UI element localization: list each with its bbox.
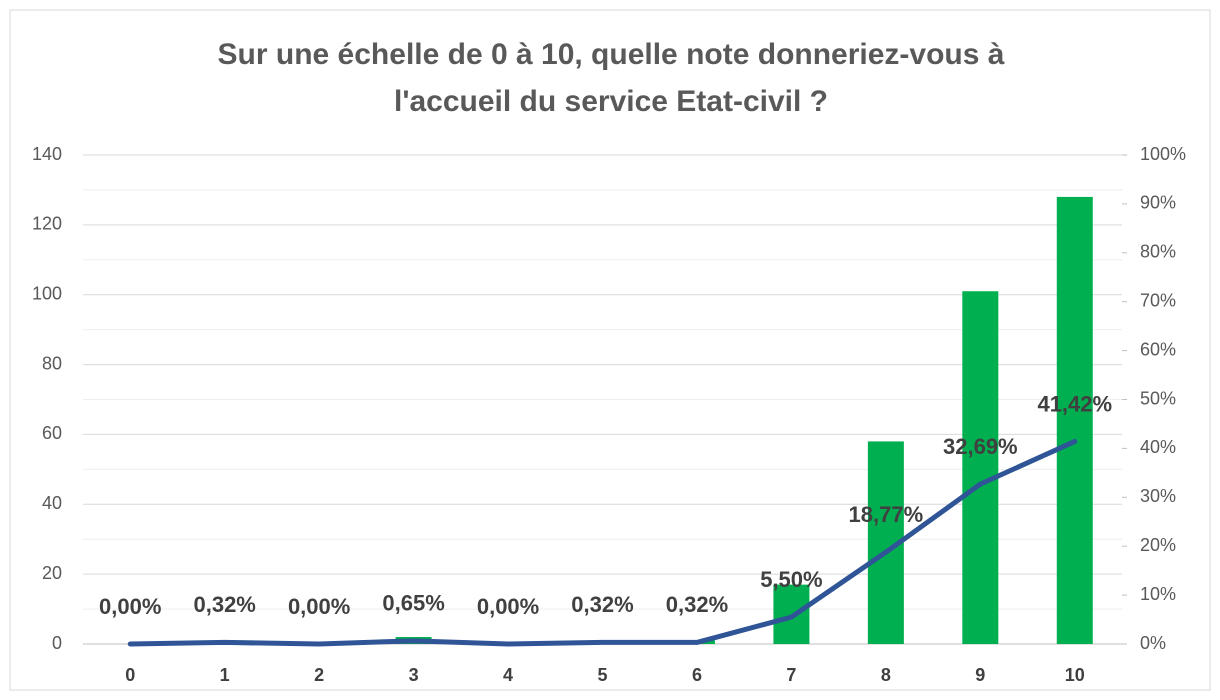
chart-title: Sur une échelle de 0 à 10, quelle note d… [218, 38, 1005, 71]
y2-tick-label: 10% [1140, 584, 1176, 604]
x-tick-label: 1 [220, 665, 230, 685]
x-tick-label: 4 [503, 665, 513, 685]
y-tick-label: 80 [42, 353, 62, 373]
y2-tick-label: 20% [1140, 535, 1176, 555]
x-tick-label: 9 [975, 665, 985, 685]
y2-tick-label: 60% [1140, 339, 1176, 359]
y2-tick-label: 30% [1140, 486, 1176, 506]
y-tick-label: 140 [32, 144, 62, 164]
data-label: 0,32% [571, 592, 633, 617]
y2-tick-label: 80% [1140, 242, 1176, 262]
x-tick-label: 10 [1065, 665, 1085, 685]
data-label: 0,32% [666, 592, 728, 617]
bar [962, 291, 999, 644]
chart-title: l'accueil du service Etat-civil ? [394, 85, 828, 118]
x-tick-label: 0 [125, 665, 135, 685]
data-label: 18,77% [849, 502, 924, 527]
y-tick-label: 120 [32, 214, 62, 234]
bar [1056, 196, 1093, 644]
x-tick-label: 3 [409, 665, 419, 685]
y-tick-label: 20 [42, 563, 62, 583]
data-label: 0,65% [382, 591, 444, 616]
data-label: 0,00% [288, 594, 350, 619]
y2-tick-label: 70% [1140, 290, 1176, 310]
x-tick-label: 5 [597, 665, 607, 685]
y-tick-label: 0 [52, 633, 62, 653]
y2-tick-label: 90% [1140, 193, 1176, 213]
chart-frame [9, 9, 1211, 691]
y2-tick-label: 0% [1140, 633, 1166, 653]
x-tick-label: 2 [314, 665, 324, 685]
y2-tick-label: 50% [1140, 388, 1176, 408]
data-label: 0,00% [99, 594, 161, 619]
x-tick-label: 7 [786, 665, 796, 685]
data-label: 41,42% [1037, 391, 1112, 416]
data-label: 0,32% [193, 592, 255, 617]
x-tick-label: 6 [692, 665, 702, 685]
y-tick-label: 100 [32, 283, 62, 303]
y2-tick-label: 100% [1140, 144, 1186, 164]
y-tick-label: 40 [42, 493, 62, 513]
data-label: 5,50% [760, 567, 822, 592]
y-tick-label: 60 [42, 423, 62, 443]
line [127, 438, 1078, 647]
y2-tick-label: 40% [1140, 437, 1176, 457]
x-tick-label: 8 [881, 665, 891, 685]
data-label: 0,00% [477, 594, 539, 619]
data-label: 32,69% [943, 434, 1018, 459]
